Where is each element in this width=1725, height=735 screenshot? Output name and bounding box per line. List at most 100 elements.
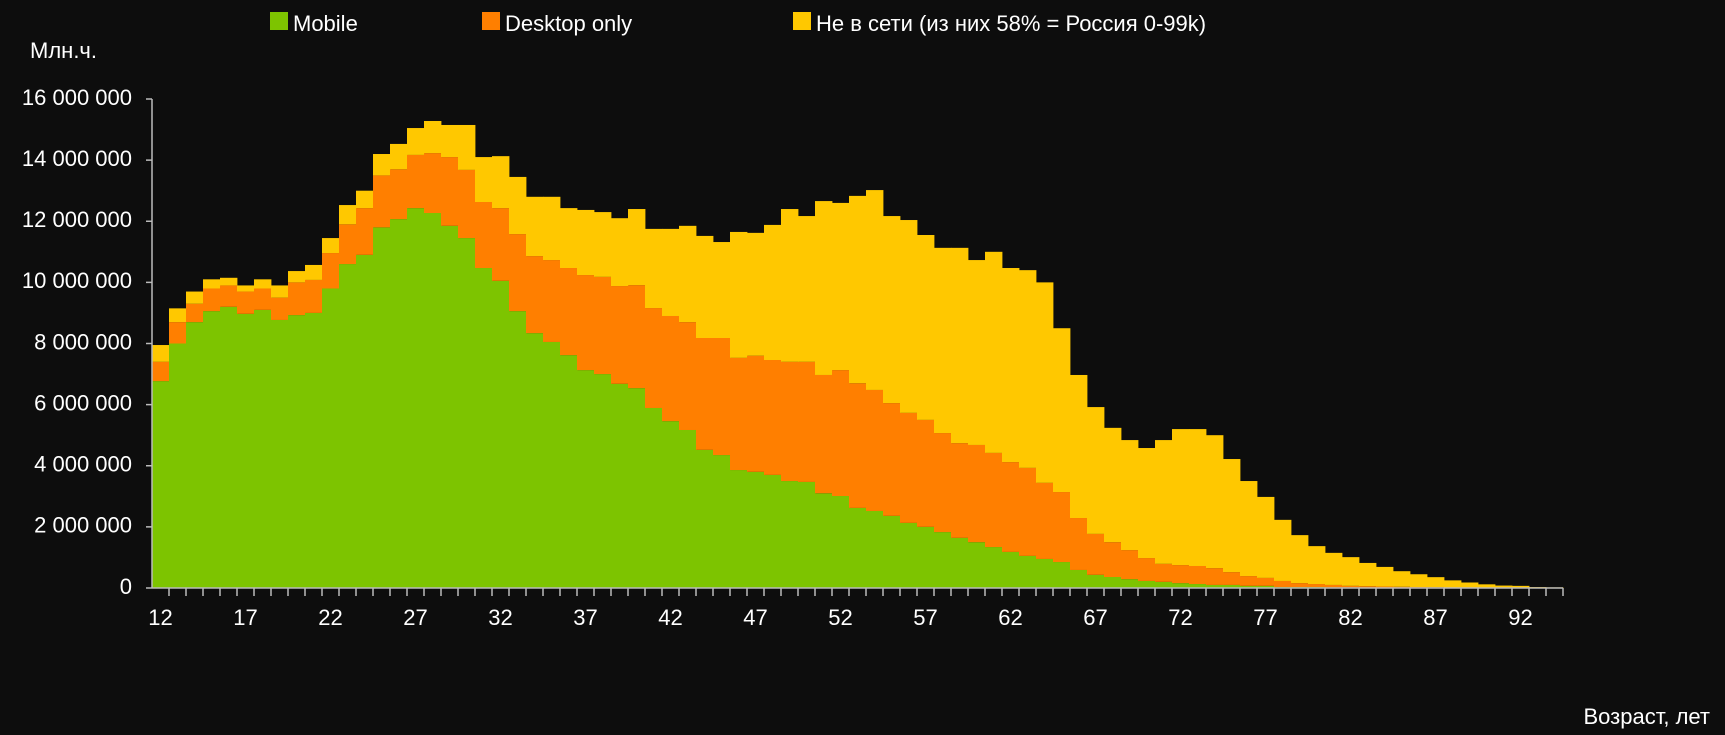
bar-segment (186, 322, 204, 588)
x-tick-label: 37 (573, 605, 597, 630)
bar-segment (1308, 584, 1326, 588)
bar-segment (373, 227, 391, 589)
bar-segment (305, 279, 323, 313)
bar-segment (1512, 585, 1530, 588)
bar-segment (322, 238, 340, 254)
bar-segment (560, 268, 578, 356)
y-tick-label: 2 000 000 (34, 513, 132, 538)
legend-swatch (482, 12, 500, 30)
bar-segment (951, 247, 969, 444)
bar-segment (1172, 429, 1190, 566)
bar-segment (594, 212, 612, 277)
y-tick-label: 14 000 000 (22, 146, 132, 171)
bar-segment (475, 201, 493, 269)
bar-segment (849, 383, 867, 508)
bar-segment (1138, 580, 1156, 588)
x-tick-label: 87 (1423, 605, 1447, 630)
bar-segment (883, 515, 901, 588)
bar-segment (543, 341, 561, 588)
bar-segment (509, 311, 527, 588)
bar-segment (900, 220, 918, 413)
bar-segment (458, 238, 476, 588)
bar-segment (203, 288, 221, 312)
bar-segment (560, 355, 578, 588)
bar-segment (1223, 584, 1241, 588)
bar-segment (373, 175, 391, 228)
bar-segment (1155, 563, 1173, 582)
bar-segment (815, 201, 833, 375)
bar-segment (1155, 581, 1173, 588)
x-tick-label: 12 (148, 605, 172, 630)
bar-segment (1376, 566, 1394, 587)
bar-segment (1036, 282, 1054, 483)
bar-segment (1019, 467, 1037, 556)
bar-segment (594, 374, 612, 588)
bar-segment (543, 260, 561, 342)
bar-segment (458, 169, 476, 239)
bar-segment (883, 403, 901, 516)
bar-segment (1325, 584, 1343, 588)
bar-segment (577, 275, 595, 371)
bar-segment (1444, 580, 1462, 588)
bar-segment (254, 288, 272, 310)
x-tick-label: 82 (1338, 605, 1362, 630)
y-tick-label: 0 (120, 574, 132, 599)
bar-segment (186, 291, 204, 304)
bar-segment (645, 228, 663, 309)
bar-segment (798, 216, 816, 362)
legend-label: Не в сети (из них 58% = Россия 0-99k) (816, 11, 1206, 36)
bar-segment (611, 218, 629, 287)
bar-segment (237, 285, 255, 292)
bar-segment (1019, 555, 1037, 588)
bar-segment (1053, 562, 1071, 588)
bar-segment (407, 128, 425, 155)
bar-segment (798, 361, 816, 482)
bar-segment (169, 308, 187, 323)
bar-segment (679, 429, 697, 588)
bar-segment (322, 253, 340, 289)
bar-segment (1087, 574, 1105, 588)
bar-segment (339, 264, 357, 588)
x-tick-label: 27 (403, 605, 427, 630)
x-tick-label: 92 (1508, 605, 1532, 630)
bar-segment (1342, 585, 1360, 588)
bar-segment (288, 282, 306, 316)
bar-segment (1087, 533, 1105, 575)
x-tick-label: 42 (658, 605, 682, 630)
bar-segment (951, 443, 969, 538)
bar-segment (764, 474, 782, 588)
bar-segment (390, 219, 408, 588)
bar-segment (1495, 585, 1513, 588)
bar-segment (271, 297, 289, 320)
bar-segment (1087, 407, 1105, 534)
bar-segment (526, 256, 544, 334)
bar-segment (186, 303, 204, 323)
x-tick-label: 47 (743, 605, 767, 630)
bar-segment (594, 276, 612, 375)
bar-segment (1393, 571, 1411, 587)
bar-segment (1461, 582, 1479, 588)
bar-segment (1274, 580, 1292, 588)
bar-segment (271, 319, 289, 588)
x-axis-label: Возраст, лет (1584, 704, 1711, 729)
bar-segment (679, 322, 697, 430)
bar-segment (1121, 550, 1139, 580)
bar-segment (1206, 584, 1224, 588)
bar-segment (169, 343, 187, 588)
bar-segment (866, 389, 884, 511)
bar-segment (1308, 546, 1326, 585)
bar-segment (747, 471, 765, 588)
bar-segment (1019, 270, 1037, 468)
x-tick-label: 77 (1253, 605, 1277, 630)
bar-segment (458, 124, 476, 170)
bar-segment (1070, 374, 1088, 519)
legend-swatch (270, 12, 288, 30)
bar-segment (1240, 576, 1258, 586)
bar-segment (985, 452, 1003, 548)
bar-segment (169, 322, 187, 344)
bar-segment (1070, 518, 1088, 570)
bar-segment (934, 532, 952, 588)
bar-segment (220, 277, 238, 286)
bar-segment (1291, 535, 1309, 584)
